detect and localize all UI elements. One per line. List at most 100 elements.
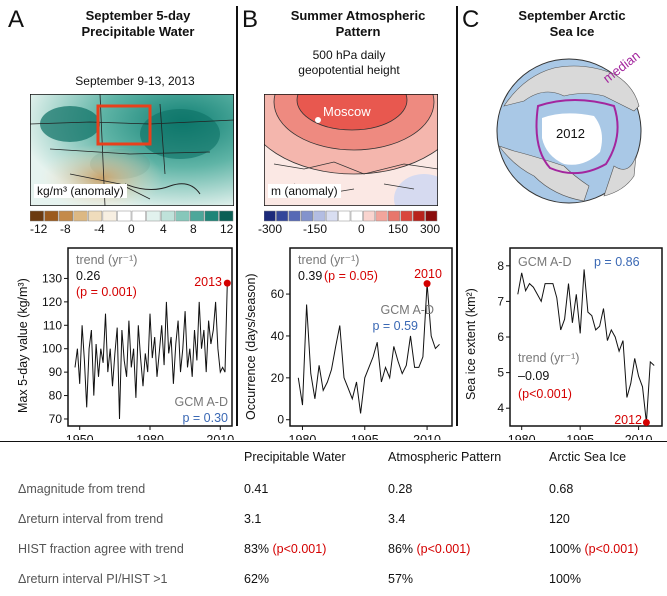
- y-tick-label: 4: [497, 401, 504, 415]
- y-tick-label: 90: [49, 365, 63, 379]
- table-row-label: HIST fraction agree with trend: [18, 542, 184, 556]
- panel-b-title-line2: Pattern: [335, 24, 381, 39]
- table-header-pw: Precipitable Water: [244, 450, 346, 464]
- colorbar-b-tick: -150: [303, 222, 328, 236]
- colorbar-b-swatch: [301, 210, 313, 222]
- colorbar-a-tick: 0: [128, 222, 135, 236]
- table-cell-value: 100%: [549, 542, 581, 556]
- table-cell-value: 86%: [388, 542, 414, 556]
- summary-table: Precipitable Water Atmospheric Pattern A…: [0, 450, 667, 596]
- map-b: [264, 94, 438, 206]
- panel-c-title-line1: September Arctic: [518, 8, 626, 23]
- map-b-unit: m (anomaly): [268, 184, 341, 198]
- y-tick-label: 6: [497, 330, 504, 344]
- table-row-label: Δreturn interval PI/HIST >1: [18, 572, 168, 586]
- map-c-globe: [496, 58, 642, 204]
- trend-value: –0.09: [518, 369, 549, 383]
- highlight-point: [223, 279, 231, 287]
- colorbar-b-tick: 0: [358, 222, 365, 236]
- table-top-rule: [0, 441, 667, 442]
- colorbar-a-swatch: [88, 210, 103, 222]
- table-cell: 0.68: [549, 482, 574, 496]
- panel-letter-b: B: [242, 6, 259, 33]
- panel-b-title: Summer Atmospheric Pattern: [258, 8, 458, 40]
- table-cell: 120: [549, 512, 570, 526]
- panel-a-title-line2: Precipitable Water: [81, 24, 195, 39]
- map-b-caption-line2: geopotential height: [298, 63, 400, 77]
- y-tick-label: 120: [42, 295, 62, 309]
- colorbar-a-tick: 12: [220, 222, 234, 236]
- x-tick-label: 1980: [508, 433, 536, 440]
- chart-c: 4 5 6 7 8 1980 1995 2010 GCM A-D p = 0.86 trend (y…: [497, 247, 663, 440]
- colorbar-a-swatch: [44, 210, 59, 222]
- y-tick-label: 130: [42, 271, 62, 285]
- table-row-label: Δreturn interval from trend: [18, 512, 164, 526]
- colorbar-b-swatch: [325, 210, 338, 222]
- highlight-label: 2010: [414, 267, 442, 281]
- x-tick-label: 1995: [351, 433, 379, 440]
- gcm-pvalue: p = 0.30: [182, 411, 228, 425]
- y-tick-label: 80: [49, 389, 63, 403]
- chart-b-ylabel: Occurrence (days/season): [244, 273, 258, 420]
- map-a-unit: kg/m³ (anomaly): [34, 184, 127, 198]
- x-tick-label: 1995: [566, 433, 594, 440]
- series-line: [297, 283, 440, 414]
- colorbar-a-swatch: [160, 210, 175, 222]
- highlight-label: 2012: [614, 413, 642, 427]
- colorbar-b-swatch: [363, 210, 376, 222]
- y-tick-label: 60: [271, 287, 285, 301]
- colorbar-a-swatch: [73, 210, 88, 222]
- y-tick-label: 8: [497, 259, 504, 273]
- colorbar-b-swatch: [412, 210, 425, 222]
- gcm-pvalue: p = 0.59: [372, 319, 418, 333]
- map-b-caption: 500 hPa daily geopotential height: [244, 48, 454, 78]
- colorbar-a-swatch: [58, 210, 73, 222]
- colorbar-b-swatch: [288, 210, 301, 222]
- table-cell: 3.4: [388, 512, 406, 526]
- colorbar-b-swatch: [313, 210, 326, 222]
- chart-b-frame: [289, 247, 453, 427]
- table-cell-pvalue: (p<0.001): [584, 542, 639, 556]
- colorbar-a-swatch: [204, 210, 219, 222]
- highlight-label: 2013: [194, 275, 222, 289]
- colorbar-a-swatch: [131, 210, 146, 222]
- trend-pvalue: (p = 0.001): [76, 285, 137, 299]
- highlight-point: [642, 418, 650, 426]
- colorbar-a-tick: 4: [160, 222, 167, 236]
- y-tick-label: 70: [49, 412, 63, 426]
- y-tick-label: 20: [271, 371, 285, 385]
- table-cell: 100% (p<0.001): [549, 542, 638, 556]
- colorbar-a-tick: -8: [60, 222, 71, 236]
- trend-value: 0.39: [298, 269, 322, 283]
- colorbar-a-tick: 8: [190, 222, 197, 236]
- panel-a-title: September 5-day Precipitable Water: [38, 8, 238, 40]
- table-cell-value: 83%: [244, 542, 270, 556]
- colorbar-b: [264, 210, 438, 222]
- colorbar-b-tick: -300: [258, 222, 283, 236]
- colorbar-b-swatch: [400, 210, 413, 222]
- panel-letter-a: A: [8, 6, 25, 33]
- colorbar-b-ticks: -300 -150 0 150 300: [258, 222, 448, 238]
- table-cell: 57%: [388, 572, 414, 586]
- panel-c-title-line2: Sea Ice: [549, 24, 595, 39]
- y-tick-label: 5: [497, 366, 504, 380]
- map-a-region-box: [96, 104, 152, 146]
- y-tick-label: 7: [497, 294, 504, 308]
- gcm-label: GCM A-D: [175, 395, 228, 409]
- table-cell-pvalue: (p<0.001): [416, 542, 471, 556]
- highlight-point: [423, 280, 431, 288]
- map-b-caption-line1: 500 hPa daily: [312, 48, 386, 62]
- colorbar-a-swatch: [117, 210, 132, 222]
- colorbar-b-swatch: [350, 210, 363, 222]
- table-cell: 0.28: [388, 482, 413, 496]
- table-cell-pvalue: (p<0.001): [272, 542, 327, 556]
- median-extent-line: [535, 99, 619, 175]
- gcm-label: GCM A-D: [518, 255, 571, 269]
- table-cell: 83% (p<0.001): [244, 542, 326, 556]
- gcm-pvalue: p = 0.86: [594, 255, 640, 269]
- table-cell: 3.1: [244, 512, 262, 526]
- table-cell: 100%: [549, 572, 581, 586]
- y-tick-label: 0: [277, 413, 284, 427]
- colorbar-b-swatch: [338, 210, 351, 222]
